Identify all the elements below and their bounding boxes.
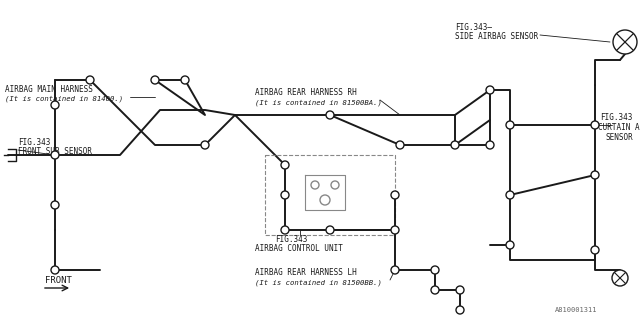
Text: FIG.343: FIG.343 bbox=[600, 113, 632, 122]
Circle shape bbox=[506, 121, 514, 129]
Text: AIRBAG CONTROL UNIT: AIRBAG CONTROL UNIT bbox=[255, 244, 343, 253]
Text: (It is contained in 81400.): (It is contained in 81400.) bbox=[5, 96, 123, 102]
Circle shape bbox=[281, 226, 289, 234]
Text: FIG.343: FIG.343 bbox=[18, 138, 51, 147]
Text: AIRBAG REAR HARNESS RH: AIRBAG REAR HARNESS RH bbox=[255, 88, 356, 97]
Circle shape bbox=[326, 111, 334, 119]
Circle shape bbox=[311, 181, 319, 189]
Text: (It is contained in 81500BA.): (It is contained in 81500BA.) bbox=[255, 99, 382, 106]
Circle shape bbox=[51, 101, 59, 109]
Text: (It is contained in 81500BB.): (It is contained in 81500BB.) bbox=[255, 279, 382, 285]
Text: FRONT SUB SENSOR: FRONT SUB SENSOR bbox=[18, 147, 92, 156]
Text: AIRBAG MAIN HARNESS: AIRBAG MAIN HARNESS bbox=[5, 85, 93, 94]
Circle shape bbox=[181, 76, 189, 84]
Circle shape bbox=[51, 201, 59, 209]
Text: FIG.343–: FIG.343– bbox=[455, 23, 492, 32]
Text: AIRBAG REAR HARNESS LH: AIRBAG REAR HARNESS LH bbox=[255, 268, 356, 277]
Circle shape bbox=[201, 141, 209, 149]
Circle shape bbox=[431, 266, 439, 274]
Circle shape bbox=[591, 246, 599, 254]
Circle shape bbox=[86, 76, 94, 84]
Circle shape bbox=[391, 266, 399, 274]
Circle shape bbox=[486, 141, 494, 149]
Circle shape bbox=[612, 270, 628, 286]
Text: FIG.343: FIG.343 bbox=[275, 235, 307, 244]
Circle shape bbox=[486, 86, 494, 94]
Text: CURTAIN AIRBAG: CURTAIN AIRBAG bbox=[598, 123, 640, 132]
Circle shape bbox=[456, 306, 464, 314]
Circle shape bbox=[451, 141, 459, 149]
Circle shape bbox=[326, 226, 334, 234]
Circle shape bbox=[456, 286, 464, 294]
Circle shape bbox=[391, 226, 399, 234]
Circle shape bbox=[396, 141, 404, 149]
Circle shape bbox=[320, 195, 330, 205]
Circle shape bbox=[591, 121, 599, 129]
Text: A810001311: A810001311 bbox=[555, 307, 598, 313]
Text: SIDE AIRBAG SENSOR: SIDE AIRBAG SENSOR bbox=[455, 32, 538, 41]
Circle shape bbox=[51, 151, 59, 159]
Circle shape bbox=[506, 191, 514, 199]
Circle shape bbox=[151, 76, 159, 84]
Bar bbox=[265, 155, 395, 235]
Circle shape bbox=[591, 171, 599, 179]
Circle shape bbox=[431, 286, 439, 294]
Circle shape bbox=[281, 191, 289, 199]
Circle shape bbox=[281, 161, 289, 169]
Circle shape bbox=[391, 191, 399, 199]
Circle shape bbox=[506, 241, 514, 249]
Circle shape bbox=[613, 30, 637, 54]
Text: SENSOR: SENSOR bbox=[606, 133, 634, 142]
Text: FRONT: FRONT bbox=[45, 276, 72, 285]
Circle shape bbox=[331, 181, 339, 189]
Circle shape bbox=[51, 266, 59, 274]
